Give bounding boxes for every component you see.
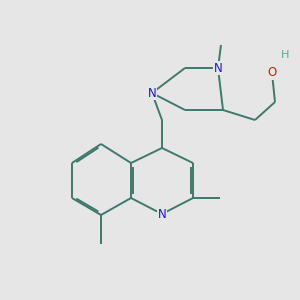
Text: N: N [148,86,156,100]
Text: N: N [158,208,166,220]
Text: N: N [214,61,222,74]
Text: O: O [267,67,277,80]
Text: H: H [281,50,289,60]
